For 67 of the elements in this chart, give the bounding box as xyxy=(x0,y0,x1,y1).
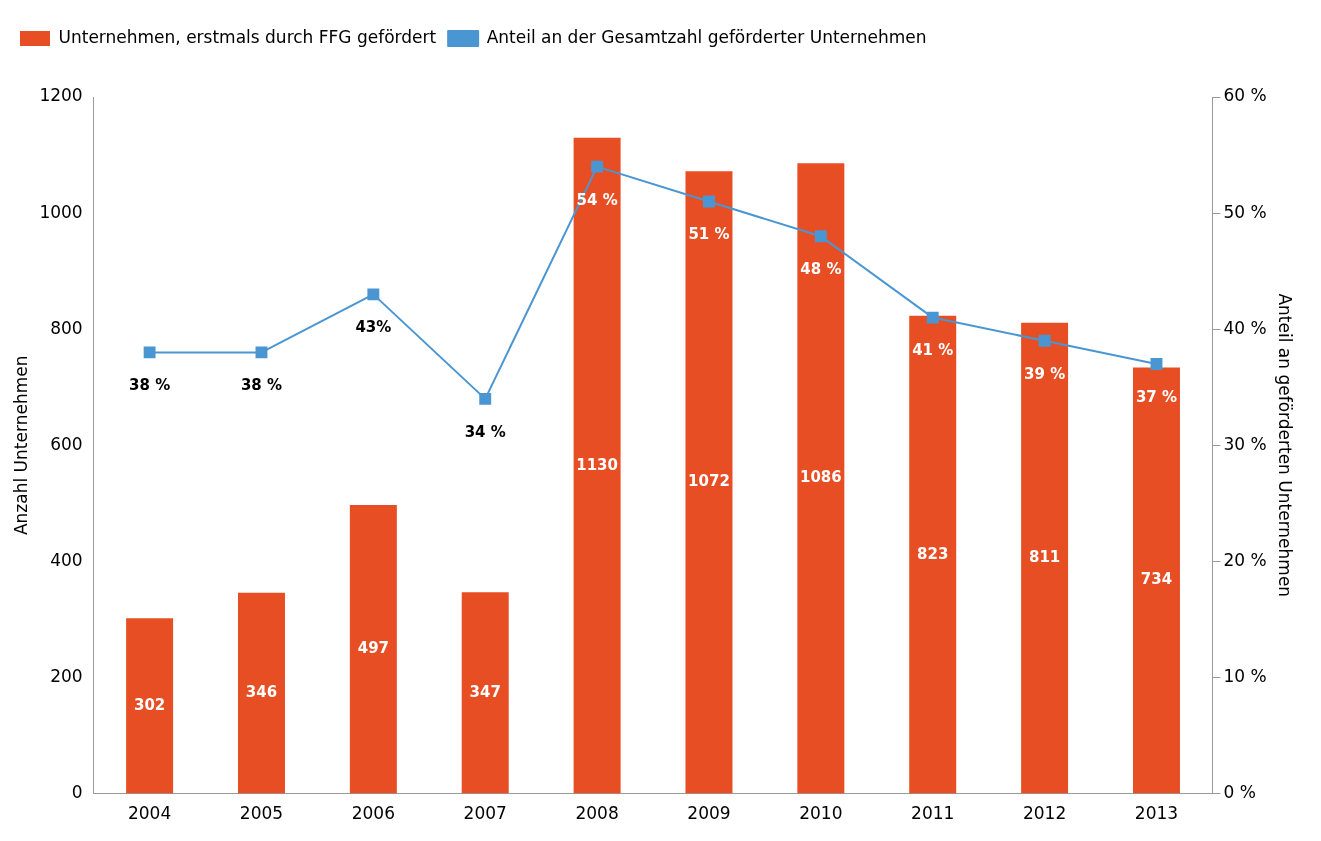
data-label: 347 xyxy=(469,682,501,701)
y-tick-label: 600 xyxy=(50,433,83,454)
point xyxy=(143,346,156,359)
data-label: 48 % xyxy=(800,260,842,279)
x-tick-label: 2008 xyxy=(575,803,619,824)
point xyxy=(814,230,827,243)
data-label: 51 % xyxy=(688,225,730,244)
x-tick-label: 2010 xyxy=(799,803,843,824)
point xyxy=(367,288,380,301)
y-tick-label: 800 xyxy=(50,317,83,338)
y-tick-label: 1000 xyxy=(39,201,83,222)
legend-label: Anteil an der Gesamtzahl geförderter Unternehmen xyxy=(486,26,927,47)
bar xyxy=(349,505,397,794)
point xyxy=(926,311,939,324)
x-tick-label: 2007 xyxy=(463,803,507,824)
y-axis-title: Anzahl Unternehmen xyxy=(10,355,31,536)
y2-tick-label: 20 % xyxy=(1223,549,1267,570)
data-label: 734 xyxy=(1140,570,1173,589)
x-tick-label: 2013 xyxy=(1134,803,1179,824)
data-label: 1086 xyxy=(799,468,842,487)
data-label: 823 xyxy=(917,544,949,563)
bar xyxy=(909,315,957,794)
x-tick-label: 2011 xyxy=(911,803,955,824)
point xyxy=(703,195,715,208)
data-label: 1130 xyxy=(576,455,618,474)
data-label: 346 xyxy=(245,683,278,702)
y-tick-label: 200 xyxy=(50,665,83,686)
x-tick-label: 2009 xyxy=(687,803,731,824)
y2-axis-title: Anteil an geförderten Unternehmen xyxy=(1275,293,1296,598)
x-tick-label: 2012 xyxy=(1022,803,1067,824)
data-label: 302 xyxy=(133,695,166,714)
data-label: 1072 xyxy=(688,472,730,491)
point xyxy=(1150,358,1163,370)
data-label: 34 % xyxy=(464,422,506,441)
y2-tick-label: 40 % xyxy=(1223,317,1267,338)
bar xyxy=(797,163,845,794)
data-label: 497 xyxy=(357,639,390,658)
point xyxy=(1038,334,1051,347)
point xyxy=(479,392,492,405)
y-tick-label: 400 xyxy=(50,549,83,570)
bar xyxy=(237,592,285,794)
data-label: 41 % xyxy=(912,341,954,360)
y2-tick-label: 10 % xyxy=(1223,665,1267,686)
bar xyxy=(573,137,621,794)
bar xyxy=(461,592,509,794)
y2-tick-label: 0 % xyxy=(1223,782,1256,803)
data-label: 43% xyxy=(355,318,392,337)
data-label: 39 % xyxy=(1024,364,1066,383)
point xyxy=(255,346,268,359)
bar xyxy=(126,618,174,794)
y-tick-label: 1200 xyxy=(39,85,83,106)
y2-tick-label: 50 % xyxy=(1223,201,1267,222)
legend-label: Unternehmen, erstmals durch FFG gefördert xyxy=(58,26,437,47)
bar xyxy=(1132,367,1180,794)
bar xyxy=(685,171,733,794)
data-label: 811 xyxy=(1028,548,1061,567)
x-tick-label: 2004 xyxy=(127,803,172,824)
y-tick-label: 0 xyxy=(71,782,83,803)
data-label: 37 % xyxy=(1135,387,1178,406)
data-label: 38 % xyxy=(129,376,171,395)
data-label: 38 % xyxy=(240,376,283,395)
point xyxy=(591,160,604,173)
x-tick-label: 2005 xyxy=(239,803,284,824)
y2-tick-label: 30 % xyxy=(1223,433,1267,454)
x-tick-label: 2006 xyxy=(351,803,395,824)
y2-tick-label: 60 % xyxy=(1223,85,1267,106)
bar xyxy=(1021,322,1069,794)
